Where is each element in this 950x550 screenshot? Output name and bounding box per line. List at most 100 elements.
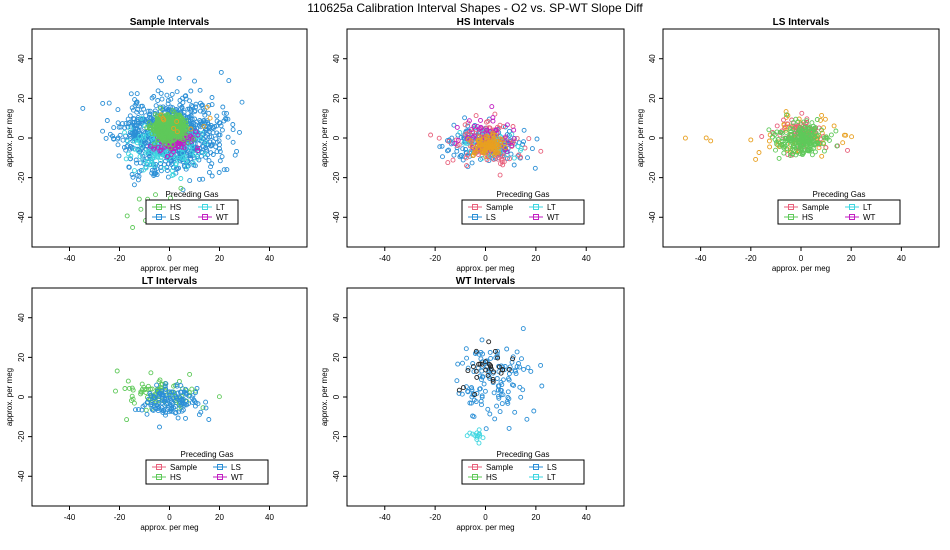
point-other [171, 125, 177, 131]
point-hs [191, 136, 197, 142]
x-tick-label: 20 [215, 254, 224, 263]
point-ls [216, 170, 222, 175]
point-ls [469, 160, 475, 166]
point-ls [168, 96, 174, 102]
point-ls [217, 149, 223, 155]
point-ls [521, 139, 526, 145]
point-lt [123, 156, 129, 162]
point-black [486, 339, 492, 345]
point-ls [539, 383, 545, 389]
point-hs [166, 129, 172, 135]
point-other [485, 134, 491, 140]
point-other [491, 146, 496, 152]
point-ls [176, 165, 182, 171]
panel-title: HS Intervals [457, 17, 515, 28]
legend-label: HS [170, 203, 181, 212]
point-hs [180, 137, 186, 142]
point-ls [197, 108, 203, 114]
point-ls [116, 153, 122, 159]
y-tick-label: 20 [648, 93, 657, 102]
point-ls [201, 118, 207, 123]
point-ls [512, 409, 518, 415]
point-ls [181, 403, 187, 409]
point-other [756, 150, 762, 155]
point-lt [457, 130, 463, 135]
point-ls [179, 408, 185, 414]
x-tick-label: -20 [429, 513, 441, 522]
point-black [490, 376, 496, 382]
point-ls [191, 397, 197, 403]
point-ls [198, 100, 203, 106]
point-lt [467, 430, 473, 436]
point-sample [450, 157, 456, 163]
point-lt [480, 435, 486, 441]
point-sample [781, 117, 786, 123]
point-hs [775, 137, 781, 143]
point-lt [145, 131, 151, 137]
point-ls [479, 393, 485, 399]
point-ls [131, 182, 137, 188]
point-hs [146, 120, 152, 126]
point-ls [498, 379, 504, 385]
point-hs [804, 139, 810, 145]
panel-title: WT Intervals [456, 276, 516, 287]
point-lt [170, 151, 176, 157]
point-ls [498, 387, 504, 393]
point-ls [206, 169, 212, 175]
point-hs [161, 136, 167, 142]
point-hs [125, 378, 131, 384]
point-ls [524, 416, 530, 422]
legend-title: Preceding Gas [166, 190, 219, 199]
x-tick-label: 40 [582, 254, 591, 263]
y-tick-label: 40 [648, 54, 657, 63]
point-ls [487, 349, 493, 355]
point-ls [144, 143, 150, 149]
point-other [708, 138, 714, 144]
point-wt [471, 123, 477, 129]
point-hs [794, 143, 800, 149]
point-ls [194, 119, 200, 125]
point-ls [176, 75, 182, 81]
point-hs [164, 126, 170, 132]
point-ls [149, 167, 155, 173]
point-hs [784, 112, 790, 118]
point-sample [510, 140, 516, 146]
point-hs [171, 109, 177, 115]
point-layer [682, 109, 855, 162]
point-ls [139, 145, 145, 151]
point-ls [511, 382, 517, 388]
legend-title: Preceding Gas [497, 450, 550, 459]
point-lt [464, 433, 470, 439]
point-hs [804, 147, 810, 153]
point-hs [812, 149, 818, 155]
point-ls [224, 167, 230, 173]
legend-label: Sample [486, 203, 514, 212]
point-wt [452, 141, 458, 147]
point-other [819, 153, 825, 159]
point-ls [163, 412, 168, 418]
point-wt [466, 118, 472, 124]
point-lt [146, 158, 151, 164]
main-title: 110625a Calibration Interval Shapes - O2… [307, 1, 643, 15]
legend-marker [788, 214, 794, 220]
point-hs [790, 120, 796, 126]
point-ls [516, 361, 521, 366]
point-hs [124, 417, 130, 423]
point-layer [428, 104, 544, 178]
point-hs [785, 140, 791, 146]
point-ls [144, 411, 150, 417]
point-ls [160, 106, 166, 112]
legend-label: LT [863, 203, 872, 212]
point-ls [162, 397, 168, 403]
point-black [485, 372, 491, 378]
panel-title: Sample Intervals [130, 17, 210, 28]
point-ls [183, 415, 188, 421]
point-ls [230, 122, 236, 127]
point-ls [165, 101, 171, 107]
legend-box [777, 199, 901, 225]
point-ls [456, 390, 462, 396]
point-ls [144, 119, 150, 124]
point-black [510, 356, 516, 362]
point-ls [471, 414, 477, 420]
point-sample [491, 156, 497, 162]
